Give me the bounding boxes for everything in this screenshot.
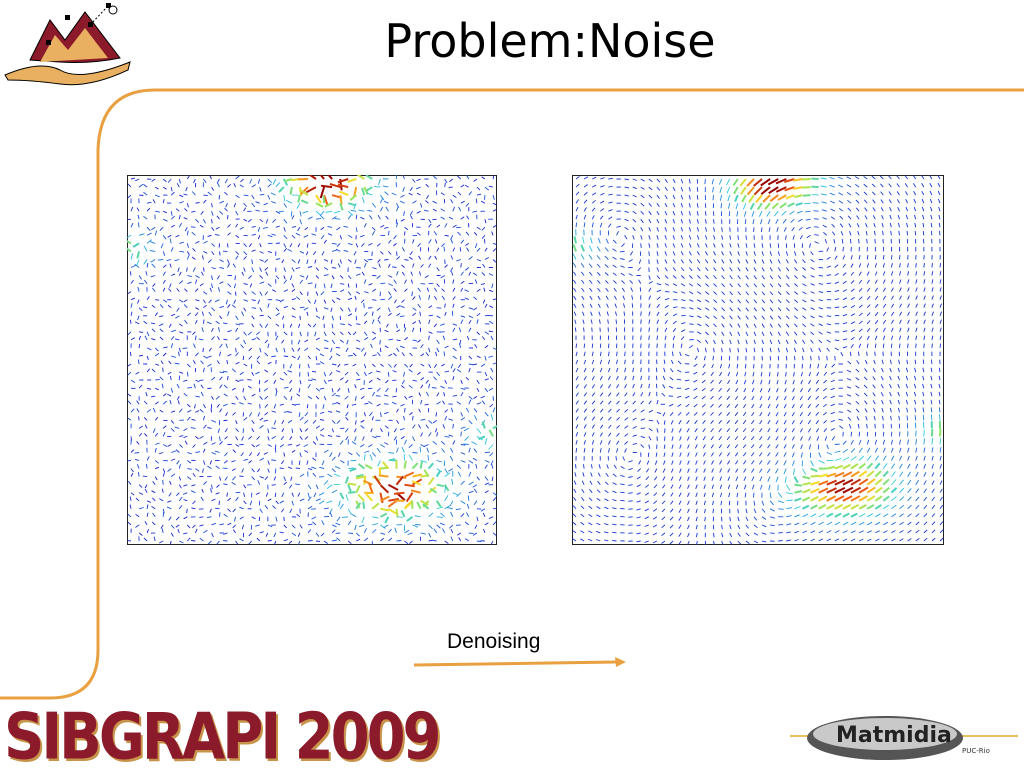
- denoising-caption: Denoising: [447, 630, 540, 654]
- noisy-vector-field-image: [127, 175, 497, 545]
- field-arrows: [127, 175, 497, 545]
- matmidia-logo-text: Matmidia: [836, 723, 952, 748]
- field-border: [128, 176, 497, 545]
- field-arrows: [572, 175, 943, 545]
- right-arrow-icon: [412, 655, 628, 671]
- denoised-vector-field-image: [572, 175, 944, 545]
- matmidia-sublabel: PUC-Rio: [962, 747, 990, 755]
- slide-title: Problem:Noise: [300, 14, 800, 68]
- sibgrapi-brand-logo: SIBGRAPI 2009: [4, 700, 439, 775]
- mountain-logo-icon: [0, 0, 140, 96]
- matmidia-logo: Matmidia PUC-Rio: [790, 708, 1020, 768]
